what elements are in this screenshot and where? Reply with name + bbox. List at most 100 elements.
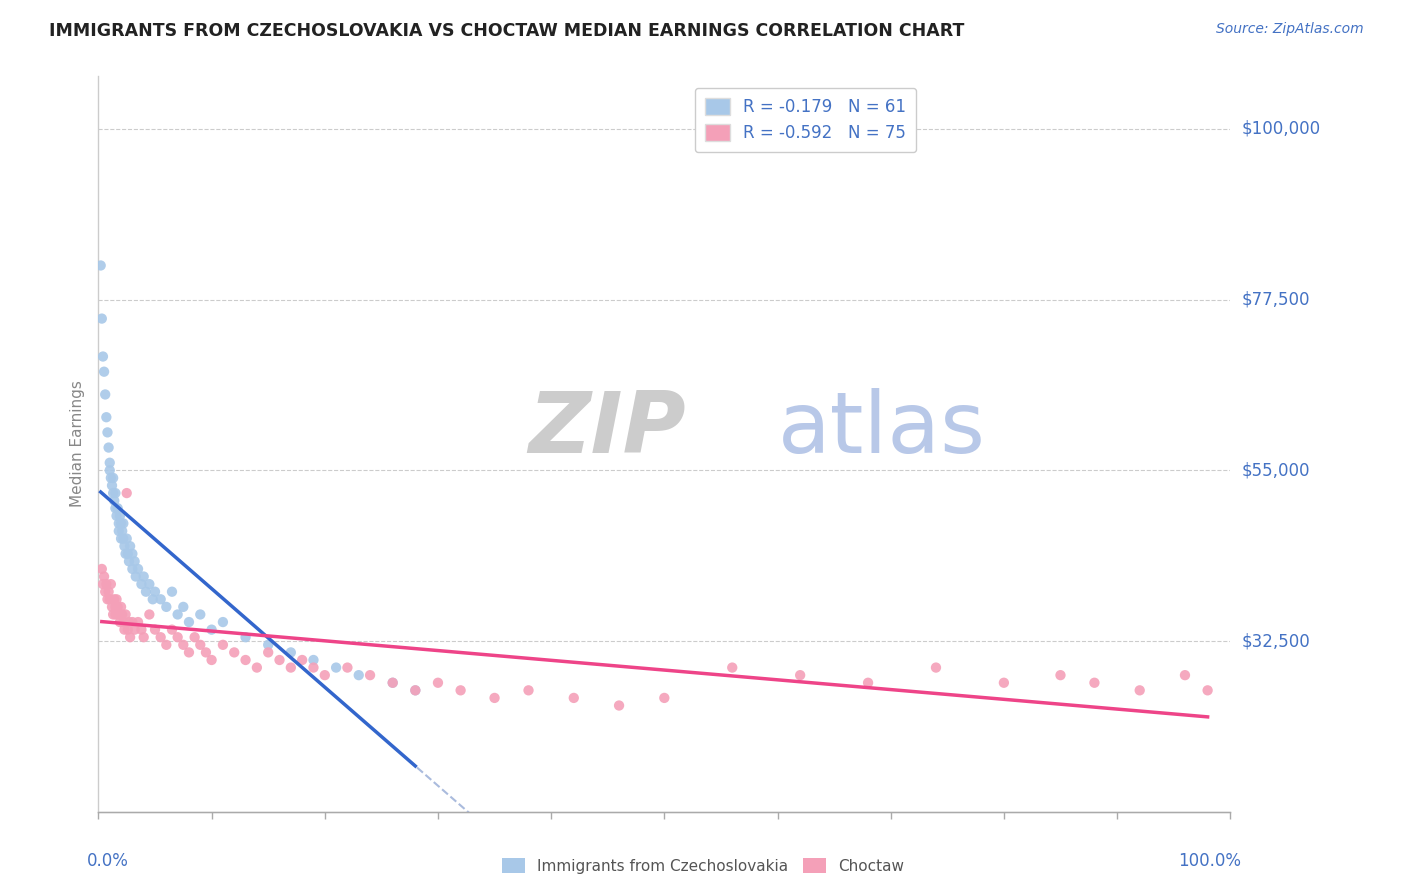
Point	[111, 607, 134, 622]
Point	[172, 638, 194, 652]
Point	[107, 501, 129, 516]
Point	[107, 599, 129, 614]
Point	[149, 592, 172, 607]
Point	[135, 584, 157, 599]
Point	[246, 660, 269, 674]
Point	[789, 668, 811, 682]
Point	[115, 532, 138, 546]
Point	[652, 690, 676, 705]
Text: atlas: atlas	[778, 387, 986, 471]
Point	[183, 630, 205, 644]
Point	[124, 554, 146, 568]
Point	[325, 660, 347, 674]
Point	[110, 516, 132, 531]
Point	[257, 645, 280, 659]
Point	[100, 577, 122, 591]
Point	[404, 683, 426, 698]
Point	[125, 569, 148, 583]
Point	[1174, 668, 1197, 682]
Point	[93, 365, 115, 379]
Point	[160, 584, 183, 599]
Point	[257, 638, 280, 652]
Point	[131, 623, 153, 637]
Point	[91, 350, 114, 364]
Text: Source: ZipAtlas.com: Source: ZipAtlas.com	[1216, 22, 1364, 37]
Point	[94, 584, 117, 599]
Point	[280, 645, 302, 659]
Point	[110, 599, 132, 614]
Point	[101, 478, 124, 492]
Point	[90, 562, 112, 576]
Point	[112, 615, 135, 629]
Point	[96, 592, 118, 607]
Point	[97, 441, 120, 455]
Point	[98, 592, 121, 607]
Point	[112, 516, 135, 531]
Point	[90, 311, 112, 326]
Point	[112, 532, 135, 546]
Point	[212, 638, 235, 652]
Point	[381, 675, 404, 690]
Point	[925, 660, 948, 674]
Point	[104, 486, 127, 500]
Point	[166, 607, 188, 622]
Point	[166, 630, 188, 644]
Point	[132, 569, 155, 583]
Point	[121, 615, 143, 629]
Point	[118, 615, 141, 629]
Point	[101, 607, 124, 622]
Point	[517, 683, 540, 698]
Point	[107, 516, 129, 531]
Point	[96, 577, 118, 591]
Point	[114, 547, 136, 561]
Point	[107, 524, 129, 538]
Point	[172, 599, 194, 614]
Point	[120, 630, 142, 644]
Point	[484, 690, 506, 705]
Point	[201, 623, 224, 637]
Point	[100, 471, 122, 485]
Point	[94, 387, 117, 401]
Point	[111, 524, 134, 538]
Point	[427, 675, 450, 690]
Point	[212, 615, 235, 629]
Point	[1083, 675, 1105, 690]
Point	[117, 623, 139, 637]
Point	[127, 615, 149, 629]
Point	[302, 653, 325, 667]
Point	[280, 660, 302, 674]
Point	[347, 668, 370, 682]
Point	[177, 645, 200, 659]
Point	[121, 562, 143, 576]
Point	[115, 486, 138, 500]
Point	[120, 539, 142, 553]
Point	[224, 645, 246, 659]
Point	[131, 577, 153, 591]
Text: $100,000: $100,000	[1241, 120, 1320, 138]
Point	[110, 532, 132, 546]
Point	[562, 690, 585, 705]
Point	[138, 577, 160, 591]
Point	[90, 259, 112, 273]
Point	[607, 698, 630, 713]
Point	[721, 660, 744, 674]
Point	[143, 584, 166, 599]
Point	[114, 623, 136, 637]
Text: 100.0%: 100.0%	[1178, 852, 1241, 871]
Point	[101, 486, 124, 500]
Text: ZIP: ZIP	[529, 387, 686, 471]
Point	[160, 623, 183, 637]
Point	[1049, 668, 1071, 682]
Point	[93, 569, 115, 583]
Point	[105, 592, 128, 607]
Point	[194, 645, 217, 659]
Point	[96, 425, 118, 440]
Point	[138, 607, 160, 622]
Y-axis label: Median Earnings: Median Earnings	[70, 380, 86, 508]
Point	[291, 653, 314, 667]
Point	[201, 653, 224, 667]
Point	[269, 653, 291, 667]
Point	[993, 675, 1015, 690]
Point	[381, 675, 404, 690]
Point	[104, 607, 127, 622]
